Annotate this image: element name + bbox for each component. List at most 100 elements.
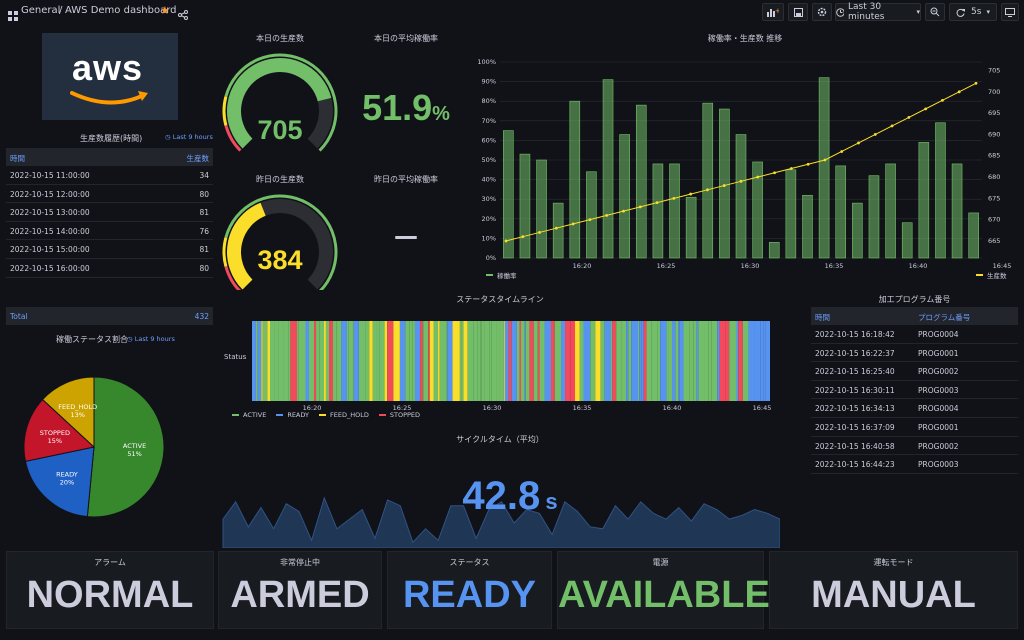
production-point bbox=[823, 158, 827, 162]
legend-item[interactable]: STOPPED bbox=[378, 411, 420, 419]
pie-pct: 13% bbox=[70, 411, 84, 419]
timeline-segment bbox=[521, 321, 523, 401]
timeline-segment bbox=[675, 321, 679, 401]
stat-value: NORMAL bbox=[26, 574, 194, 616]
timeline-segment bbox=[671, 321, 676, 401]
y-right-tick: 680 bbox=[988, 173, 1000, 181]
timeline-segment bbox=[678, 321, 680, 401]
stat-panel-available: 電源 AVAILABLE bbox=[557, 551, 770, 629]
table-row: 2022-10-15 13:00:00 81 bbox=[6, 203, 213, 222]
dashboard-title[interactable]: AWS Demo dashboard bbox=[65, 5, 177, 16]
pie-slice-feed_hold[interactable] bbox=[41, 376, 95, 449]
stat-title: ステータス bbox=[449, 558, 490, 567]
aws-logo-panel: aws bbox=[42, 33, 178, 120]
timeline-segment bbox=[420, 321, 423, 401]
legend-item[interactable]: READY bbox=[276, 411, 309, 419]
col-time[interactable]: 時間 bbox=[815, 313, 830, 322]
col-program[interactable]: プログラム番号 bbox=[918, 313, 971, 322]
pie-slice-stopped[interactable] bbox=[23, 398, 96, 462]
bar-rate bbox=[635, 104, 647, 259]
pie-slice-ready[interactable] bbox=[24, 446, 95, 518]
settings-button[interactable] bbox=[812, 3, 832, 21]
y-left-tick: 20% bbox=[482, 215, 496, 223]
legend-right[interactable]: 生産数 bbox=[976, 270, 1007, 280]
timeline-segment bbox=[763, 321, 766, 401]
table-row: 2022-10-15 12:00:00 80 bbox=[6, 185, 213, 204]
timeline-segment bbox=[274, 321, 279, 401]
table-row: 2022-10-15 15:00:00 81 bbox=[6, 240, 213, 259]
production-history-panel: 生産数履歴(時間) ◷ Last 9 hours 時間 生産数 2022-10-… bbox=[6, 129, 213, 325]
timeline-segment bbox=[376, 321, 380, 401]
y-right-tick: 705 bbox=[988, 67, 1000, 75]
timeline-segment bbox=[473, 321, 478, 401]
timeline-segment bbox=[657, 321, 661, 401]
cycle-time-sparkline bbox=[222, 496, 780, 548]
timeline-segment bbox=[305, 321, 310, 401]
timeline-segment bbox=[316, 321, 320, 401]
timeline-segment bbox=[452, 321, 458, 401]
breadcrumb-separator: / bbox=[59, 5, 63, 16]
table-row: 2022-10-15 16:22:37 PROG0001 bbox=[811, 344, 1018, 363]
timeline-segment bbox=[544, 321, 551, 401]
x-tick: 16:25 bbox=[657, 262, 676, 270]
refresh-button[interactable]: 5s ▾ bbox=[949, 3, 997, 21]
timeline-segment bbox=[666, 321, 669, 401]
cell-time: 2022-10-15 16:34:13 bbox=[815, 404, 895, 414]
timeline-segment bbox=[651, 321, 658, 401]
gauge-threshold-yellow bbox=[222, 96, 228, 126]
timeline-segment bbox=[516, 321, 520, 401]
bar-rate bbox=[735, 134, 747, 259]
y-left-tick: 40% bbox=[482, 176, 496, 184]
add-panel-button[interactable]: + bbox=[762, 3, 784, 21]
dashboards-icon[interactable] bbox=[8, 6, 18, 21]
pie-label: FEED_HOLD bbox=[58, 403, 97, 411]
production-point bbox=[689, 192, 693, 196]
col-time[interactable]: 時間 bbox=[10, 154, 25, 163]
today-production-panel: 本日の生産数 705 bbox=[220, 29, 340, 157]
breadcrumb-root[interactable]: General bbox=[21, 5, 61, 16]
table-row: 2022-10-15 16:40:58 PROG0002 bbox=[811, 437, 1018, 456]
share-icon[interactable] bbox=[178, 5, 188, 24]
pie-slice-active[interactable] bbox=[86, 376, 165, 518]
col-count[interactable]: 生産数 bbox=[186, 154, 210, 163]
row-label: Status bbox=[224, 353, 247, 361]
table-row: 2022-10-15 11:00:00 34 bbox=[6, 166, 213, 185]
y-left-tick: 10% bbox=[482, 234, 496, 242]
legend-left[interactable]: 稼働率 bbox=[486, 270, 517, 280]
cell-time: 2022-10-15 16:25:40 bbox=[815, 367, 895, 377]
bar-rate bbox=[768, 242, 780, 259]
timeline-segment bbox=[365, 321, 370, 401]
timeline-segment bbox=[489, 321, 492, 401]
timeline-segment bbox=[384, 321, 388, 401]
gauge-threshold-green bbox=[224, 194, 338, 293]
tv-mode-button[interactable] bbox=[1001, 3, 1019, 21]
timeline-segment bbox=[309, 321, 315, 401]
timeline-segment bbox=[484, 321, 490, 401]
bar-rate bbox=[785, 169, 797, 259]
timeline-segment bbox=[508, 321, 512, 401]
timeline-segment bbox=[519, 321, 522, 401]
x-tick: 16:30 bbox=[483, 404, 502, 412]
save-button[interactable] bbox=[788, 3, 808, 21]
cell-time: 2022-10-15 15:00:00 bbox=[10, 245, 90, 255]
timeline-segment bbox=[760, 321, 764, 401]
time-range-picker[interactable]: Last 30 minutes ▾ bbox=[835, 2, 921, 22]
x-tick: 16:45 bbox=[993, 262, 1012, 270]
chevron-down-icon: ▾ bbox=[916, 8, 920, 16]
cell-count: 34 bbox=[199, 171, 209, 180]
timeline-segment bbox=[332, 321, 337, 401]
star-icon[interactable]: ★ bbox=[160, 4, 170, 17]
legend-item[interactable]: ACTIVE bbox=[232, 411, 266, 419]
bar-rate bbox=[835, 165, 847, 259]
pie-label: STOPPED bbox=[40, 429, 70, 437]
bar-rate bbox=[935, 122, 946, 259]
timeline-segment bbox=[352, 321, 354, 401]
timeline-segment bbox=[708, 321, 712, 401]
timeline-segment bbox=[429, 321, 434, 401]
chevron-down-icon: ▾ bbox=[986, 8, 990, 16]
legend-item[interactable]: FEED_HOLD bbox=[319, 411, 369, 419]
timeline-segment bbox=[399, 321, 406, 401]
zoom-out-button[interactable] bbox=[925, 3, 945, 21]
bar-rate bbox=[951, 163, 963, 259]
